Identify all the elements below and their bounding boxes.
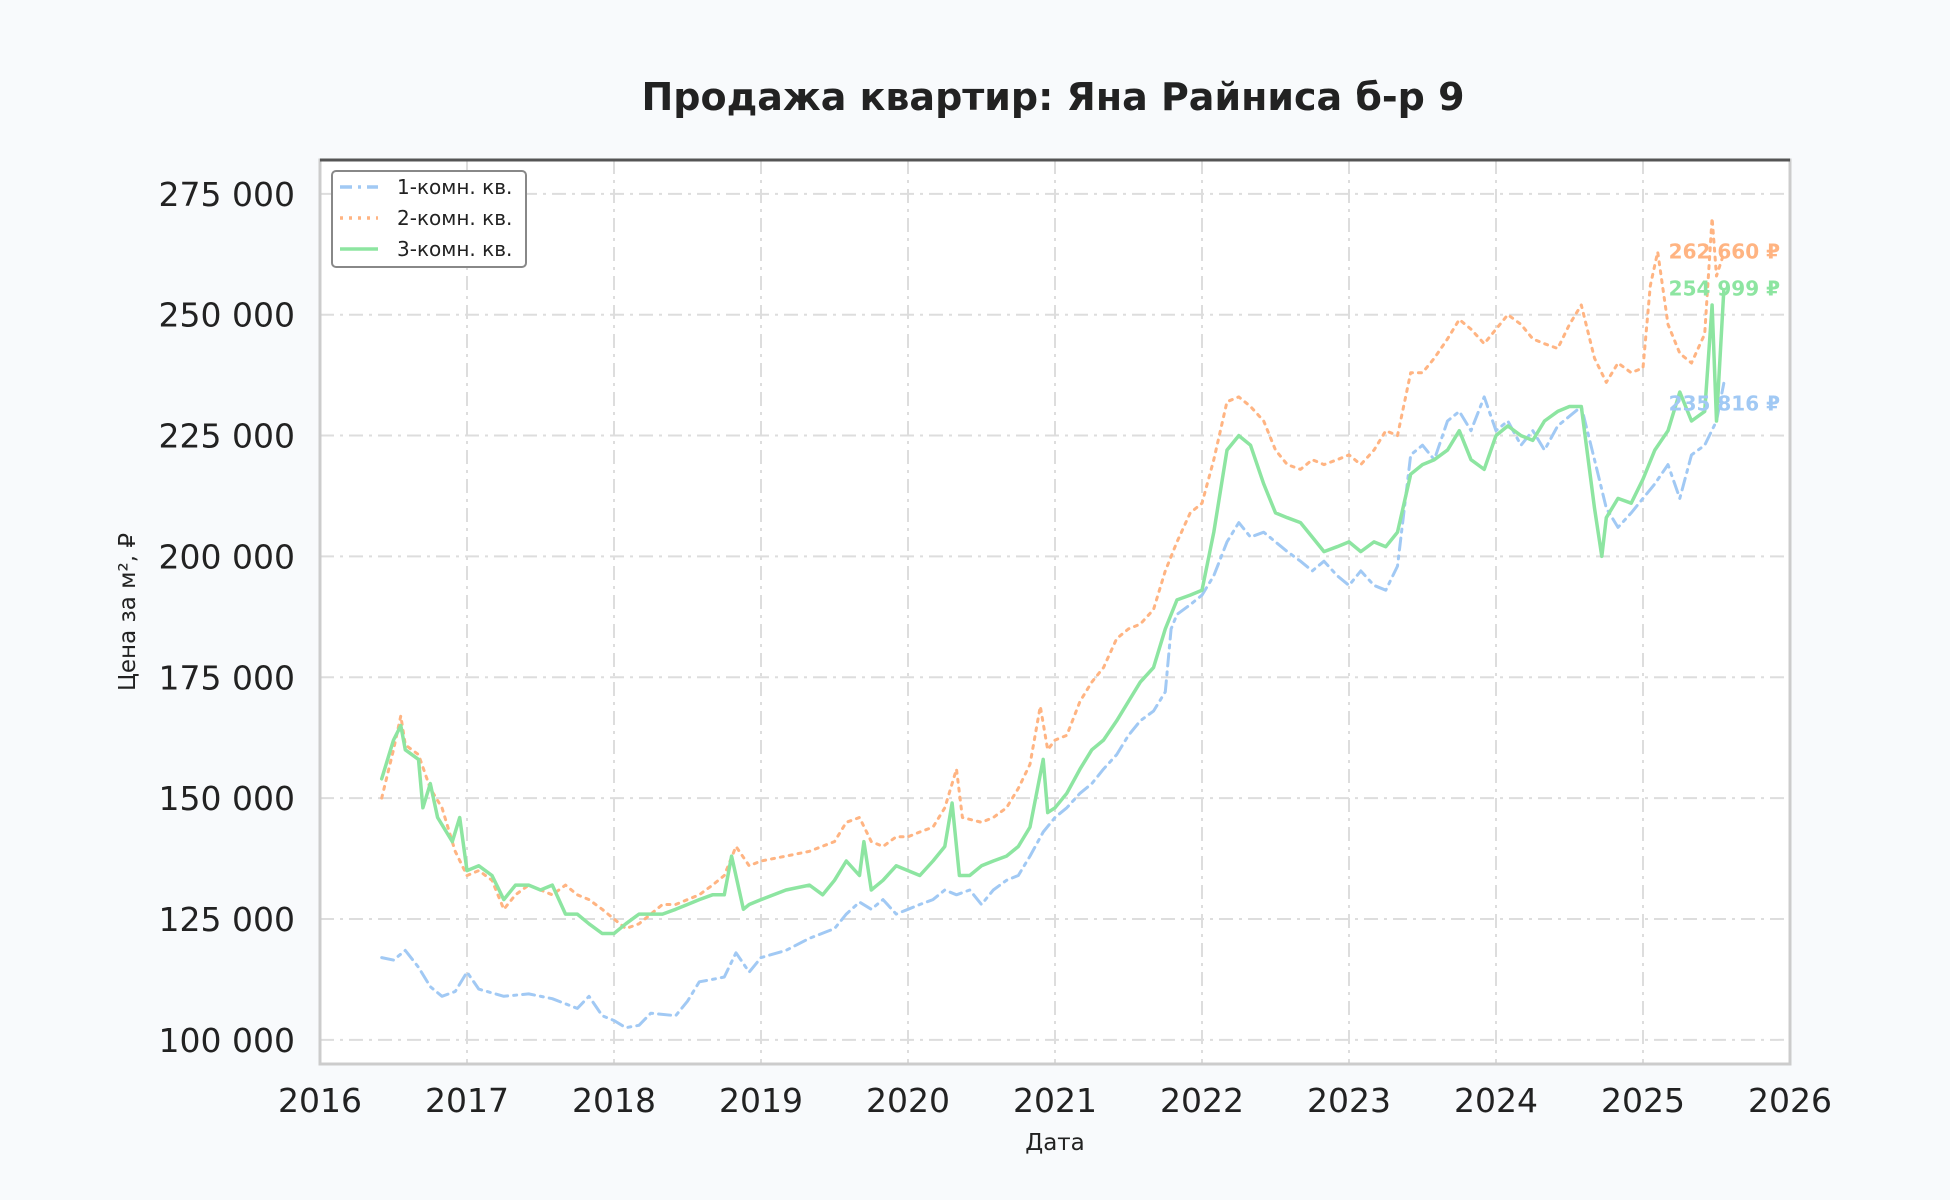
end-labels: 235 816 ₽ 262 660 ₽ 254 999 ₽ [1669, 239, 1780, 415]
plot-area: 235 816 ₽ 262 660 ₽ 254 999 ₽ [318, 158, 1792, 1066]
x-tick-label: 2016 [278, 1081, 362, 1120]
y-axis-ticks: 100 000 125 000 150 000 175 000 200 000 225 0… [159, 175, 295, 1060]
series-line-2 [380, 216, 1726, 931]
legend-label-2: 2-комн. кв. [397, 206, 512, 230]
series-line-3 [379, 288, 1726, 936]
x-tick-label: 2021 [1013, 1081, 1097, 1120]
y-tick-label: 275 000 [159, 175, 295, 214]
x-tick-label: 2023 [1307, 1081, 1391, 1120]
x-axis-label: Дата [1025, 1130, 1085, 1156]
legend-box [331, 170, 527, 268]
y-tick-label: 200 000 [159, 537, 295, 576]
y-tick-label: 125 000 [159, 900, 295, 939]
x-tick-label: 2026 [1748, 1081, 1832, 1120]
x-tick-label: 2017 [425, 1081, 509, 1120]
legend-label-3: 3-комн. кв. [397, 237, 512, 261]
y-tick-label: 225 000 [159, 417, 295, 456]
x-tick-label: 2020 [866, 1081, 950, 1120]
x-tick-label: 2025 [1601, 1081, 1685, 1120]
plot-background [320, 160, 1790, 1064]
x-tick-label: 2019 [719, 1081, 803, 1120]
grid-lines [319, 160, 1791, 1064]
x-tick-label: 2018 [572, 1081, 656, 1120]
y-tick-label: 150 000 [159, 779, 295, 818]
series-layer [379, 216, 1726, 1030]
series-end-label-3: 254 999 ₽ [1669, 277, 1780, 301]
series-line-1 [380, 381, 1726, 1030]
y-axis-label: Цена за м², ₽ [115, 533, 141, 691]
chart-title: Продажа квартир: Яна Райниса б-р 9 [641, 75, 1464, 119]
legend: 1-комн. кв. 2-комн. кв. 3-комн. кв. [331, 170, 527, 268]
y-tick-label: 250 000 [159, 296, 295, 335]
y-tick-label: 100 000 [159, 1021, 295, 1060]
y-tick-label: 175 000 [159, 658, 295, 697]
x-axis-ticks: 2016 2017 2018 2019 2020 2021 2022 2023 2024 2025… [278, 1081, 1832, 1120]
series-end-label-1: 235 816 ₽ [1669, 391, 1780, 415]
legend-label-1: 1-комн. кв. [397, 175, 512, 199]
x-tick-label: 2024 [1454, 1081, 1538, 1120]
x-tick-label: 2022 [1160, 1081, 1244, 1120]
series-end-label-2: 262 660 ₽ [1669, 239, 1780, 263]
